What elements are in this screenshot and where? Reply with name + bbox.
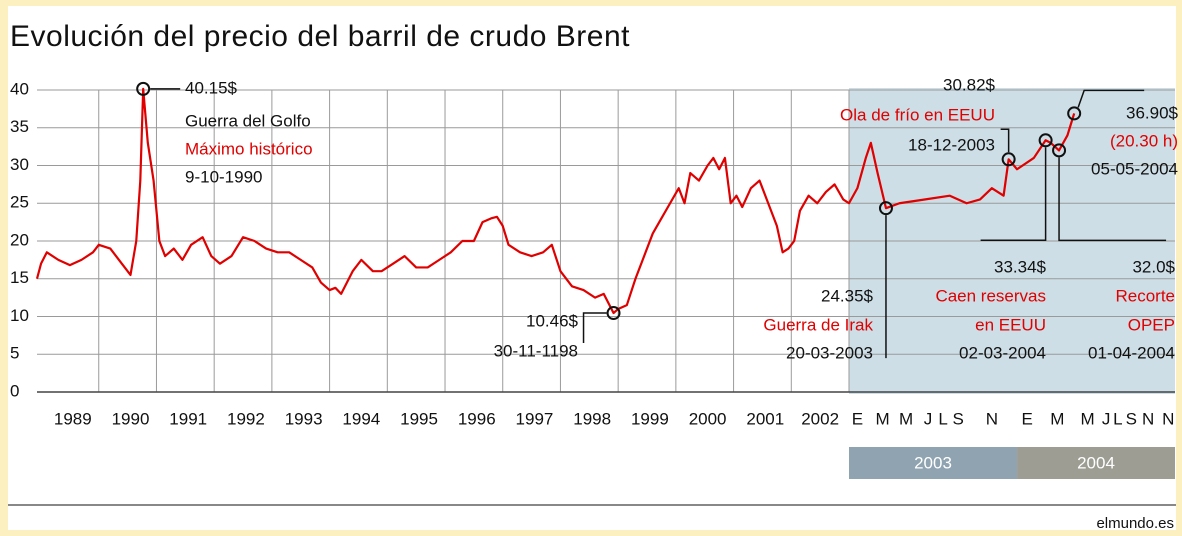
y-tick-label: 10 [10,306,29,325]
chart-title: Evolución del precio del barril de crudo… [10,20,630,53]
x-tick-label: 1994 [342,409,380,428]
annotation-note: (20.30 h) [1110,131,1178,150]
annotation-value: 24.35$ [821,286,874,305]
x-tick-label: M [876,409,890,428]
x-tick-label: S [1126,409,1137,428]
y-tick-label: 20 [10,230,29,249]
period-bar [1017,447,1175,479]
annotation-note: Caen reservas [935,286,1046,305]
annotation-date: 9-10-1990 [185,167,263,186]
x-tick-label: N [1162,409,1174,428]
annotation-marker [136,81,151,96]
x-tick-label: 1993 [285,409,323,428]
y-tick-label: 40 [10,79,29,98]
y-tick-label: 5 [10,344,19,363]
x-tick-label: L [938,409,947,428]
annotation-marker [1052,143,1067,158]
y-tick-label: 30 [10,155,29,174]
x-tick-label: 1996 [458,409,496,428]
x-tick-label: E [1021,409,1032,428]
x-tick-label: M [899,409,913,428]
leader-line [1058,157,1167,242]
annotation-value: 30.82$ [943,75,996,94]
annotation-date: 30-11-1198 [494,341,578,360]
y-tick-label: 35 [10,117,29,136]
period-bar [849,447,1018,479]
annotation-value: 32.0$ [1132,257,1175,276]
annotation-note: Guerra de Irak [763,315,873,334]
leader-line [582,312,607,344]
x-tick-label: M [1050,409,1064,428]
annotation-date: 20-03-2003 [786,343,873,362]
source: elmundo.es [1096,515,1174,532]
annotation-marker [606,306,621,321]
annotation-date: 01-04-2004 [1088,343,1175,362]
x-tick-label: S [953,409,964,428]
x-tick-label: J [924,409,933,428]
annotation-note: Ola de frío en EEUU [840,105,995,124]
period-label: 2004 [1077,453,1115,472]
x-tick-label: N [1142,409,1154,428]
x-tick-label: 1998 [573,409,611,428]
x-tick-label: 2002 [801,409,839,428]
leader-line [1000,128,1010,153]
leader-line [980,147,1047,242]
y-tick-label: 15 [10,268,29,287]
x-tick-label: E [852,409,863,428]
annotation-value: 40.15$ [185,78,238,97]
x-tick-label: 2000 [689,409,727,428]
annotation-marker [1067,106,1082,121]
annotation-note: Guerra del Golfo [185,111,311,130]
x-tick-label: L [1113,409,1122,428]
x-tick-label: N [986,409,998,428]
annotation-value: 33.34$ [994,257,1047,276]
annotation-date: 18-12-2003 [908,135,995,154]
x-tick-label: M [1081,409,1095,428]
x-tick-label: 1995 [400,409,438,428]
x-tick-label: 1992 [227,409,265,428]
x-tick-label: 1989 [54,409,92,428]
y-tick-label: 0 [10,381,19,400]
annotation-value: 36.90$ [1126,103,1179,122]
annotation-note: Máximo histórico [185,139,313,158]
annotation-note: en EEUU [975,315,1046,334]
annotation-note: Recorte [1115,286,1175,305]
annotation-value: 10.46$ [526,311,579,330]
annotation-marker [1001,152,1016,167]
x-tick-label: 1999 [631,409,669,428]
x-tick-label: 2001 [746,409,784,428]
x-tick-label: 1990 [112,409,150,428]
x-tick-label: 1991 [169,409,207,428]
annotation-note: OPEP [1128,315,1175,334]
x-tick-label: 1997 [516,409,554,428]
annotation-date: 05-05-2004 [1091,159,1178,178]
line-series [35,87,1076,315]
period-label: 2003 [914,453,952,472]
annotation-marker [1038,133,1053,148]
annotation-date: 02-03-2004 [959,343,1046,362]
annotation-marker [878,201,893,216]
y-tick-label: 25 [10,193,29,212]
x-tick-label: J [1102,409,1111,428]
leader-line [1077,89,1145,108]
